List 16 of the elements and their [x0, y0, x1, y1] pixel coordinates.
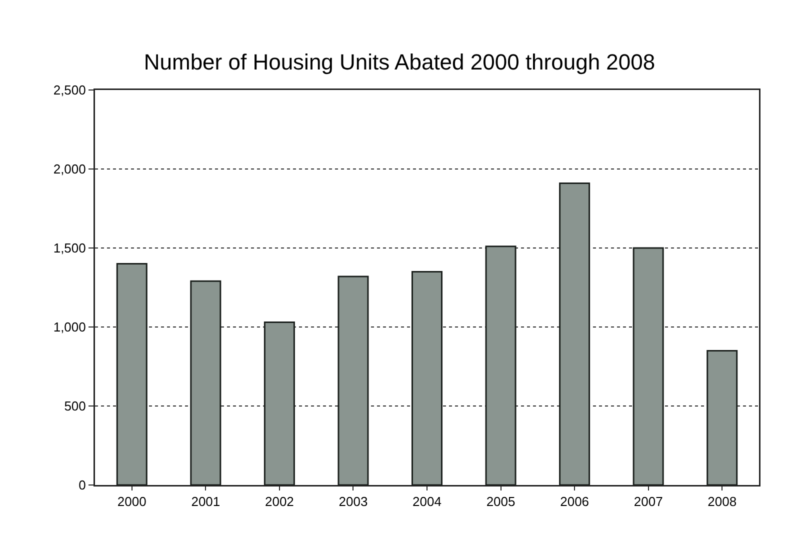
y-tick-label: 2,000: [53, 162, 86, 177]
x-tick-label: 2000: [117, 494, 146, 510]
x-tick-label: 2003: [338, 494, 368, 510]
x-tick-label: 2008: [708, 494, 737, 510]
x-tick-label: 2006: [560, 494, 590, 510]
x-tick-label: 2005: [486, 494, 516, 510]
y-tick-label: 1,000: [53, 320, 86, 335]
y-tick-label: 1,500: [53, 240, 86, 256]
x-tick-label: 2004: [412, 494, 442, 510]
y-tick-label: 2,500: [53, 82, 86, 98]
x-tick-label: 2001: [191, 494, 220, 510]
y-tick-label: 500: [64, 398, 86, 414]
x-tick-label: 2002: [264, 494, 294, 510]
chart-title: Number of Housing Units Abated 2000 through 2008: [144, 49, 656, 74]
y-tick-label: 0: [78, 478, 86, 493]
x-tick-label: 2007: [634, 494, 663, 510]
